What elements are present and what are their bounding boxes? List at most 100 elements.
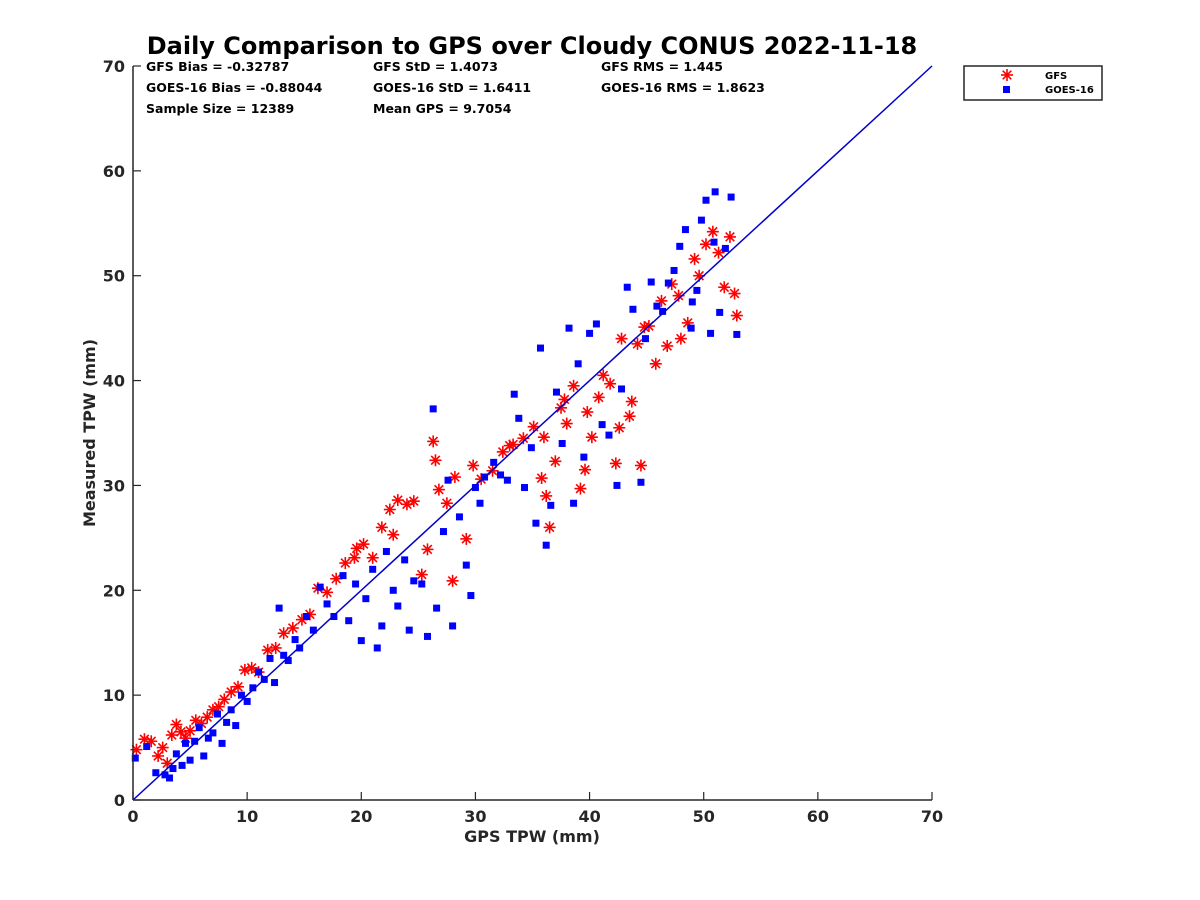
goes16-point: [547, 501, 555, 509]
goes16-point: [204, 734, 212, 742]
goes16-point: [323, 600, 331, 608]
stat-goes16-rms: GOES-16 RMS = 1.8623: [601, 80, 765, 95]
gfs-point: [448, 471, 461, 484]
goes16-point: [710, 238, 718, 246]
goes16-point: [284, 657, 292, 665]
goes16-point: [255, 668, 263, 676]
goes16-point: [401, 556, 409, 564]
goes16-point: [664, 279, 672, 287]
gfs-point: [429, 454, 442, 467]
y-ticks: 0 10 20 30 40 50 60 70: [103, 57, 141, 810]
gfs-point: [604, 377, 617, 390]
gfs-point: [201, 711, 214, 724]
goes16-point: [362, 595, 370, 603]
y-tick-label: 70: [103, 57, 125, 76]
gfs-point: [718, 281, 731, 294]
x-ticks: 0 10 20 30 40 50 60 70: [127, 792, 943, 826]
y-tick-label: 60: [103, 162, 125, 181]
goes16-point: [702, 196, 710, 204]
goes16-point: [716, 308, 724, 316]
goes16-point: [296, 644, 304, 652]
goes16-point: [659, 307, 667, 315]
goes16-point: [629, 305, 637, 313]
gfs-point: [674, 332, 687, 345]
goes16-point: [232, 722, 240, 730]
legend-gfs-marker: [1001, 69, 1013, 81]
goes16-point: [373, 644, 381, 652]
gfs-point: [540, 489, 553, 502]
goes16-point: [510, 390, 518, 398]
goes16-point: [352, 580, 360, 588]
goes16-point: [653, 302, 661, 310]
goes16-point: [444, 476, 452, 484]
gfs-point: [615, 332, 628, 345]
goes16-point: [637, 478, 645, 486]
gfs-point: [728, 287, 741, 300]
gfs-point: [535, 472, 548, 485]
goes16-point: [302, 613, 310, 620]
legend-goes16-label: GOES-16: [1045, 85, 1094, 96]
goes16-point: [707, 329, 715, 337]
goes16-point: [497, 471, 505, 479]
legend-box: [963, 65, 1103, 101]
goes16-point: [369, 565, 377, 573]
gfs-point: [277, 627, 290, 640]
x-axis-label: GPS TPW (mm): [464, 827, 600, 846]
goes16-point: [249, 684, 257, 692]
gfs-point: [467, 459, 480, 472]
gfs-point: [245, 661, 258, 674]
gfs-point: [348, 551, 361, 564]
goes16-point: [727, 193, 735, 201]
gfs-point: [427, 435, 440, 448]
goes16-point: [733, 330, 741, 338]
goes16-point: [213, 710, 221, 718]
y-tick-label: 20: [103, 581, 125, 600]
stat-sample-size: Sample Size = 12389: [146, 101, 294, 116]
gfs-point: [161, 757, 174, 770]
goes16-point: [552, 388, 560, 396]
goes16-point: [143, 743, 151, 751]
goes16-point: [542, 541, 550, 549]
gfs-point: [579, 463, 592, 476]
goes16-point: [697, 216, 705, 224]
x-tick-label: 50: [693, 807, 715, 826]
goes16-point: [209, 729, 217, 737]
goes16-point: [131, 754, 139, 762]
x-tick-label: 20: [350, 807, 372, 826]
gfs-point: [184, 724, 197, 737]
gfs-point: [391, 494, 404, 507]
goes16-point: [592, 320, 600, 328]
goes16-point: [676, 242, 684, 250]
stat-goes16-bias: GOES-16 Bias = -0.88044: [146, 80, 323, 95]
goes16-point: [462, 561, 470, 569]
gfs-point: [574, 482, 587, 495]
gfs-point: [460, 532, 473, 545]
goes16-point: [527, 444, 535, 452]
goes16-point: [394, 602, 402, 610]
y-axis-label: Measured TPW (mm): [80, 339, 99, 527]
goes16-point: [580, 453, 588, 461]
goes16-point: [186, 756, 194, 764]
goes16-point: [182, 739, 190, 747]
goes16-point: [195, 724, 203, 732]
gfs-point: [366, 551, 379, 564]
x-tick-label: 0: [127, 807, 138, 826]
y-tick-label: 0: [114, 791, 125, 810]
goes16-point: [271, 679, 279, 687]
gfs-point: [661, 339, 674, 352]
goes16-point: [490, 458, 498, 466]
gfs-point: [486, 464, 499, 477]
gfs-point: [357, 538, 370, 551]
gfs-point: [699, 238, 712, 251]
gfs-point: [387, 528, 400, 541]
goes16-point: [455, 513, 463, 521]
goes16-point: [536, 344, 544, 352]
gfs-point: [527, 420, 540, 433]
goes16-point: [618, 385, 626, 393]
goes16-point: [291, 636, 299, 644]
gfs-point: [649, 357, 662, 370]
gfs-point: [286, 622, 299, 635]
goes16-point: [574, 360, 582, 368]
goes16-point: [623, 283, 631, 291]
